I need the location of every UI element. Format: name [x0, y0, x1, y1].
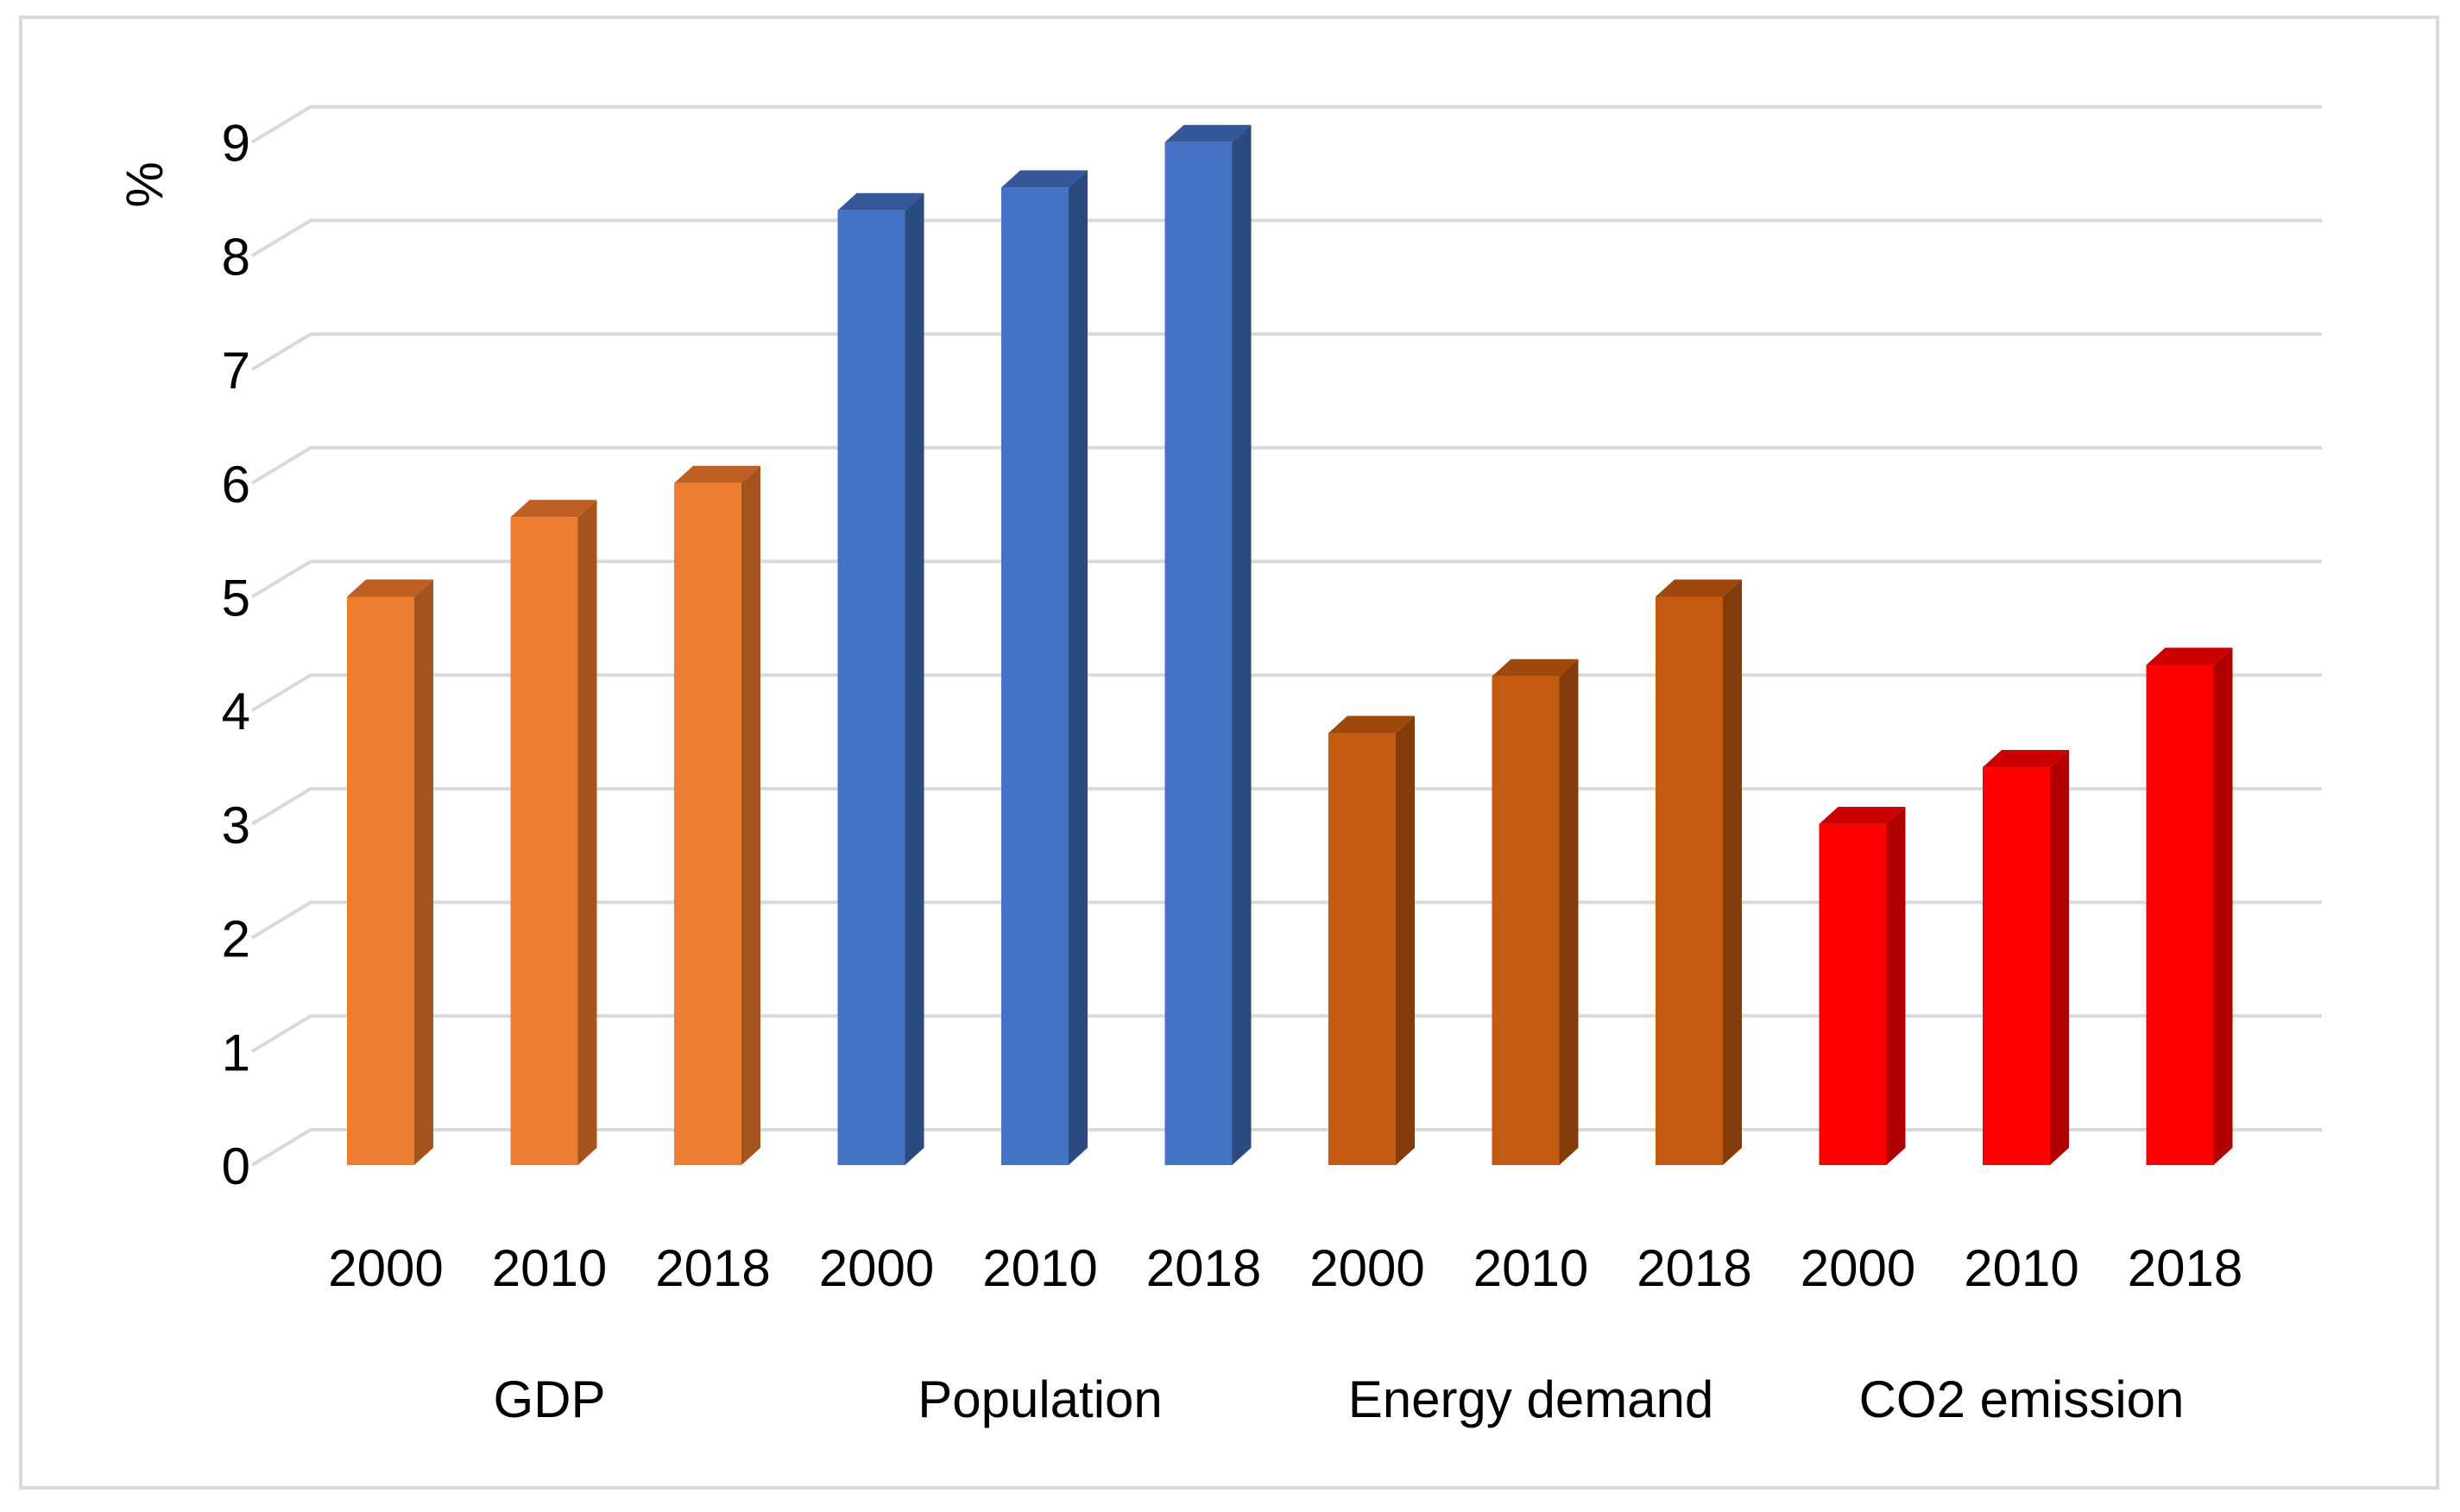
bar-top — [2146, 647, 2233, 665]
bar-side — [2050, 750, 2069, 1165]
x-tick-label: 2018 — [2128, 1239, 2242, 1297]
bar-front — [1492, 676, 1560, 1165]
x-tick-label: 2010 — [1964, 1239, 2078, 1297]
x-axis-ticks: 2000 2010 2018 2000 2010 2018 2000 2010 2018 2000… — [328, 1239, 2242, 1297]
bar-front — [674, 482, 741, 1165]
bar-top — [1656, 579, 1742, 597]
x-tick-label: 2010 — [982, 1239, 1097, 1297]
bar-side — [1232, 124, 1252, 1166]
bar — [674, 465, 760, 1165]
y-tick-label: 7 — [222, 342, 250, 400]
group-label: GDP — [493, 1370, 605, 1428]
y-tick-label: 4 — [222, 683, 250, 740]
x-tick-label: 2010 — [492, 1239, 607, 1297]
bar — [1983, 750, 2069, 1165]
bar-side — [1886, 806, 1906, 1165]
bar-side — [1723, 579, 1742, 1165]
y-tick-label: 9 — [222, 115, 250, 173]
bar-front — [510, 517, 578, 1165]
bar-top — [837, 192, 924, 211]
group-label: Energy demand — [1348, 1370, 1714, 1428]
bar-front — [1001, 187, 1069, 1165]
gridlines — [250, 104, 2322, 1167]
gridline — [250, 1014, 2322, 1054]
bar — [347, 579, 433, 1165]
bar-top — [1492, 658, 1579, 677]
bar-front — [837, 210, 905, 1166]
x-tick-label: 2000 — [328, 1239, 443, 1297]
bar-side — [1069, 170, 1088, 1165]
bar-front — [1656, 596, 1723, 1165]
bar-top — [347, 579, 433, 597]
x-tick-label: 2018 — [1637, 1239, 1751, 1297]
bar — [1492, 658, 1579, 1165]
gridline — [250, 900, 2322, 940]
y-axis-ticks: 0 1 2 3 4 5 6 7 8 9 — [222, 115, 250, 1195]
gridline — [250, 332, 2322, 371]
y-tick-label: 0 — [222, 1137, 250, 1195]
bar-side — [2213, 647, 2233, 1165]
bar-top — [674, 465, 760, 483]
gridline — [250, 218, 2322, 258]
bar-front — [1983, 767, 2050, 1165]
bar — [1328, 715, 1415, 1165]
bars — [347, 124, 2233, 1166]
x-tick-label: 2000 — [1801, 1239, 1915, 1297]
group-labels: GDP Population Energy demand CO2 emission — [493, 1370, 2184, 1428]
gridline — [250, 104, 2322, 144]
gridline — [250, 786, 2322, 826]
bar-front — [1164, 142, 1233, 1166]
y-tick-label: 2 — [222, 910, 250, 968]
bar — [2146, 647, 2233, 1165]
bar-front — [1328, 733, 1396, 1165]
y-tick-label: 3 — [222, 797, 250, 854]
bar — [1164, 124, 1252, 1166]
bar-front — [2146, 665, 2214, 1165]
gridline — [250, 673, 2322, 712]
x-tick-label: 2000 — [819, 1239, 934, 1297]
bar — [1001, 170, 1088, 1165]
group-label: Population — [918, 1370, 1163, 1428]
y-tick-label: 6 — [222, 456, 250, 513]
bar-side — [414, 579, 433, 1165]
group-label: CO2 emission — [1859, 1370, 2185, 1428]
bar-front — [347, 596, 414, 1165]
x-tick-label: 2018 — [1146, 1239, 1261, 1297]
gridline — [250, 445, 2322, 485]
y-axis-label: % — [116, 161, 173, 207]
bar — [837, 192, 924, 1166]
bar-top — [1819, 806, 1906, 824]
bar-side — [1559, 658, 1579, 1165]
gridline — [250, 1128, 2322, 1167]
bar-top — [1164, 124, 1252, 142]
bar-side — [1396, 715, 1415, 1165]
y-tick-label: 5 — [222, 570, 250, 627]
bar-top — [1328, 715, 1415, 734]
bar-front — [1819, 823, 1887, 1165]
bar-top — [1001, 170, 1088, 188]
bar — [1656, 579, 1742, 1165]
x-tick-label: 2018 — [655, 1239, 770, 1297]
x-tick-label: 2000 — [1309, 1239, 1424, 1297]
bar — [1819, 806, 1906, 1165]
bar-top — [510, 500, 597, 518]
bar-top — [1983, 750, 2069, 768]
bar — [510, 500, 597, 1165]
bar-side — [741, 465, 760, 1165]
y-tick-label: 1 — [222, 1024, 250, 1081]
bar-side — [577, 500, 597, 1165]
y-tick-label: 8 — [222, 228, 250, 286]
x-tick-label: 2010 — [1473, 1239, 1588, 1297]
gridline — [250, 559, 2322, 599]
bar-side — [905, 192, 924, 1166]
